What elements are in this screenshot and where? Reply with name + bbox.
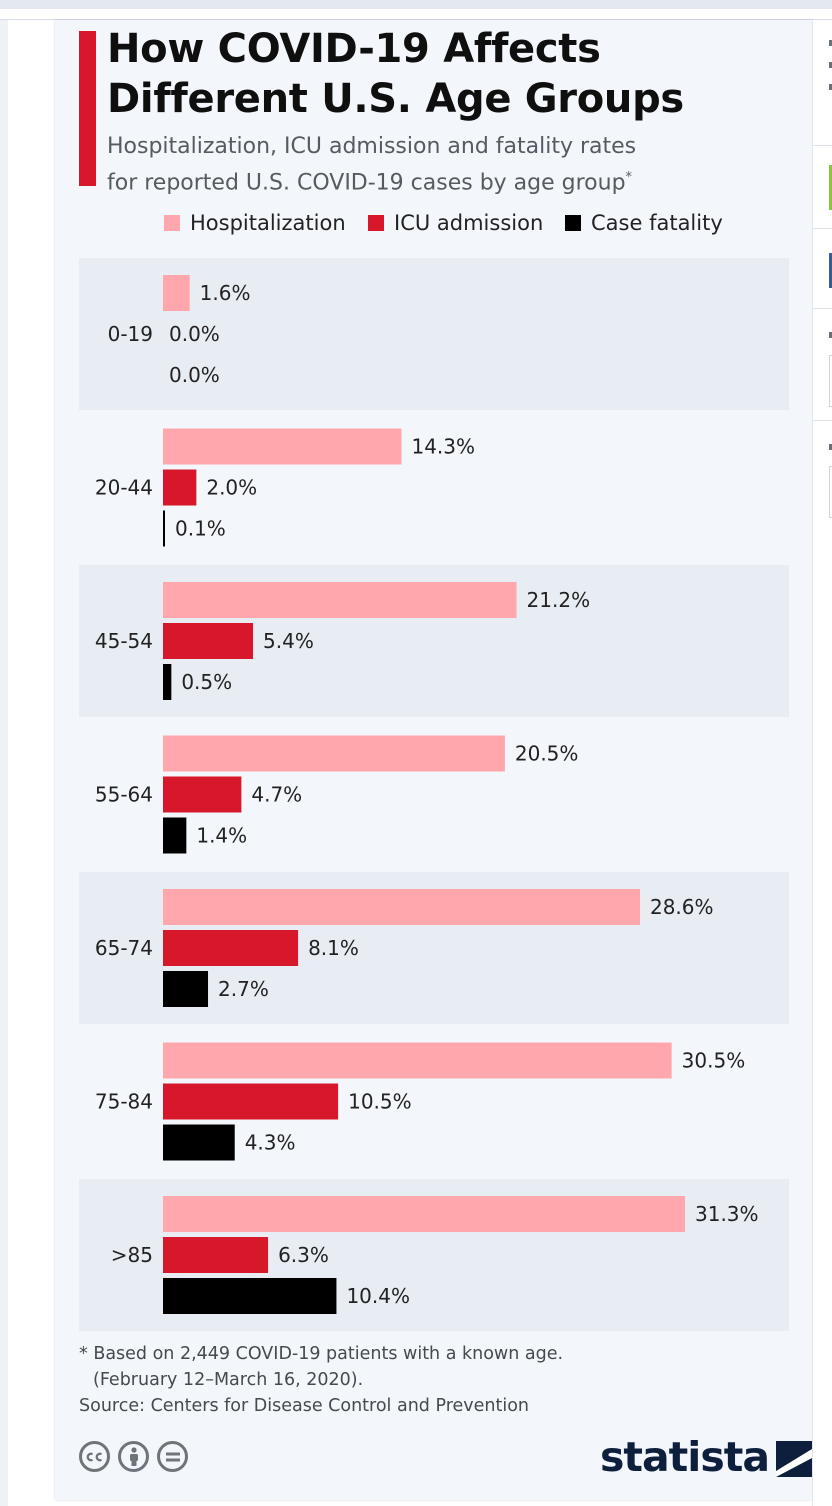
bar [163, 623, 254, 659]
subtitle-line-1: Hospitalization, ICU admission and fatal… [107, 134, 637, 159]
data-label: 0.5% [181, 670, 232, 694]
footnote-line-2: (February 12–March 16, 2020). [93, 1370, 364, 1390]
data-label: 0.0% [169, 322, 220, 346]
sidebar-text-fragment [829, 62, 832, 68]
legend-swatch-fatality [565, 215, 581, 231]
equals-glyph [165, 1452, 180, 1461]
bar [163, 1278, 337, 1314]
category-band [79, 258, 789, 410]
category-label: 75-84 [95, 1090, 153, 1114]
bar [163, 971, 209, 1007]
data-label: 10.4% [346, 1284, 410, 1308]
sidebar-divider [813, 228, 832, 229]
bar [163, 664, 172, 700]
legend-swatch-hospitalization [164, 215, 180, 231]
brand-wordmark: statista [600, 1433, 770, 1481]
creative-commons-icon[interactable] [79, 1441, 110, 1472]
sidebar-divider [813, 308, 832, 309]
category-label: 45-54 [95, 629, 153, 653]
data-label: 6.3% [278, 1243, 329, 1267]
category-label: >85 [111, 1243, 153, 1267]
right-sidebar-edge [812, 20, 832, 1506]
sidebar-input[interactable] [829, 466, 832, 518]
data-label: 4.3% [245, 1131, 296, 1155]
bar [163, 1124, 235, 1161]
sidebar-divider [813, 420, 832, 421]
sidebar-text-fragment [829, 84, 832, 90]
data-label: 31.3% [695, 1202, 759, 1226]
footnote-line-1: * Based on 2,449 COVID-19 patients with … [79, 1344, 564, 1364]
chart-title: How COVID-19 Affects Different U.S. Age … [107, 24, 747, 124]
data-label: 0.0% [169, 363, 220, 387]
data-label: 8.1% [308, 936, 359, 960]
bar [163, 582, 517, 618]
bar [163, 510, 165, 547]
bar [163, 776, 242, 813]
chart-subtitle: Hospitalization, ICU admission and fatal… [107, 131, 727, 198]
bar [163, 930, 299, 966]
legend-swatch-icu [368, 215, 384, 231]
sidebar-divider [813, 145, 832, 146]
footnote: * Based on 2,449 COVID-19 patients with … [79, 1341, 729, 1419]
person-glyph [129, 1446, 138, 1466]
top-divider [0, 19, 832, 20]
bar [163, 469, 197, 506]
bar [163, 735, 505, 772]
title-line-1: How COVID-19 Affects [107, 26, 601, 72]
bar [163, 889, 640, 925]
bar [163, 1083, 339, 1120]
cc-glyph [86, 1452, 103, 1461]
legend-item-fatality: Case fatality [565, 211, 723, 235]
sidebar-text-fragment [829, 444, 832, 450]
category-label: 55-64 [95, 783, 153, 807]
bar [163, 428, 402, 465]
bar [163, 275, 190, 311]
no-derivatives-icon[interactable] [157, 1441, 188, 1472]
statista-mark-icon [776, 1440, 812, 1477]
browser-top-bar [0, 0, 832, 9]
statista-logo[interactable]: statista [600, 1432, 812, 1482]
data-label: 1.6% [200, 281, 251, 305]
title-accent-bar [79, 31, 96, 186]
data-label: 2.7% [218, 977, 269, 1001]
legend-item-hospitalization: Hospitalization [164, 211, 346, 235]
attribution-icon[interactable] [118, 1441, 149, 1472]
subtitle-line-2-text: for reported U.S. COVID-19 cases by age … [107, 170, 626, 196]
legend-label-fatality: Case fatality [591, 211, 723, 235]
sidebar-text-fragment [829, 40, 832, 46]
sidebar-green-button[interactable] [829, 165, 832, 210]
left-gutter [0, 20, 8, 1506]
subtitle-footnote-mark: * [625, 170, 633, 185]
legend-label-icu: ICU admission [394, 211, 544, 235]
category-label: 0-19 [108, 322, 153, 346]
data-label: 2.0% [206, 476, 257, 500]
source-line: Source: Centers for Disease Control and … [79, 1396, 530, 1416]
data-label: 0.1% [175, 517, 226, 541]
bar [163, 1042, 672, 1079]
sidebar-blue-button[interactable] [829, 253, 832, 288]
category-label: 20-44 [95, 476, 153, 500]
data-label: 28.6% [650, 895, 714, 919]
data-label: 21.2% [527, 588, 591, 612]
bar [163, 1237, 269, 1273]
data-label: 1.4% [196, 824, 247, 848]
category-label: 65-74 [95, 936, 153, 960]
bar [163, 817, 187, 854]
sidebar-input[interactable] [829, 355, 832, 407]
subtitle-line-2: for reported U.S. COVID-19 cases by age … [107, 162, 727, 198]
data-label: 4.7% [251, 783, 302, 807]
data-label: 5.4% [263, 629, 314, 653]
legend-label-hospitalization: Hospitalization [190, 211, 346, 235]
data-label: 14.3% [411, 435, 475, 459]
title-line-2: Different U.S. Age Groups [107, 76, 684, 122]
data-label: 20.5% [515, 742, 579, 766]
legend-item-icu: ICU admission [368, 211, 543, 235]
license-icons [79, 1441, 188, 1472]
data-label: 10.5% [348, 1090, 412, 1114]
data-label: 30.5% [682, 1049, 746, 1073]
sidebar-text-fragment [829, 332, 832, 338]
bar [163, 1196, 685, 1232]
